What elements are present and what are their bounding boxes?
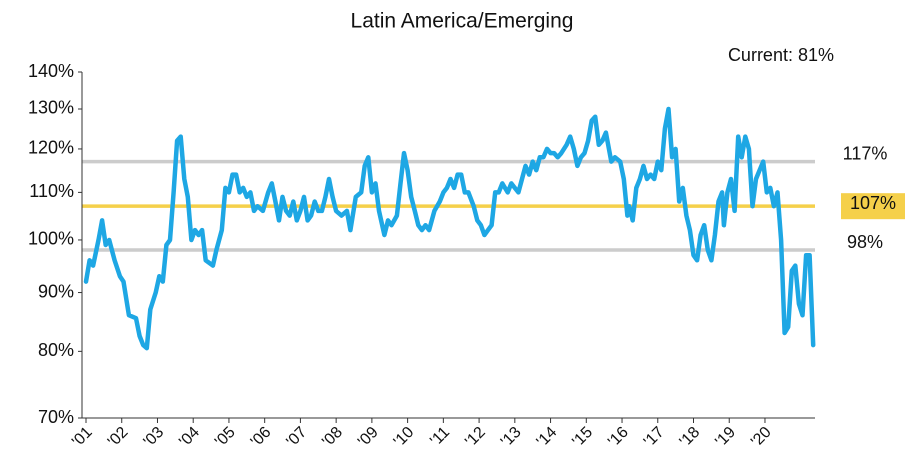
y-tick-label: 90% xyxy=(38,281,74,301)
x-tick-label: '04 xyxy=(176,424,203,451)
x-tick-label: '17 xyxy=(641,424,668,451)
y-tick-label: 80% xyxy=(38,340,74,360)
y-tick-label: 110% xyxy=(29,181,74,201)
label-highlight xyxy=(841,193,905,220)
x-tick-label: '14 xyxy=(534,424,561,451)
x-tick-label: '11 xyxy=(427,424,453,450)
y-tick-label: 100% xyxy=(28,229,74,249)
x-tick-label: '10 xyxy=(391,424,418,451)
x-tick-label: '09 xyxy=(355,424,382,451)
chart-title: Latin America/Emerging xyxy=(351,10,574,33)
x-tick-label: '15 xyxy=(569,424,596,451)
data-line xyxy=(83,106,816,351)
x-tick-label: '19 xyxy=(712,424,739,451)
x-tick-label: '16 xyxy=(605,424,632,451)
x-tick-label: '20 xyxy=(748,424,775,451)
x-tick-label: '05 xyxy=(212,424,239,451)
x-tick-label: '02 xyxy=(105,424,132,451)
x-tick-label: '13 xyxy=(498,424,525,451)
y-tick-label: 130% xyxy=(28,98,74,118)
x-tick-label: '03 xyxy=(141,424,168,451)
reference-label: 107% xyxy=(850,193,896,213)
x-tick-label: '07 xyxy=(283,424,310,451)
annotation: Current: 81% xyxy=(728,45,834,65)
x-tick-label: '06 xyxy=(248,424,275,451)
x-tick-label: '01 xyxy=(69,424,96,451)
x-tick-label: '08 xyxy=(319,424,346,451)
x-tick-label: '12 xyxy=(462,424,489,451)
y-tick-label: 140% xyxy=(28,61,74,81)
y-tick-label: 120% xyxy=(28,138,74,158)
reference-label: 98% xyxy=(847,232,883,252)
y-tick-label: 70% xyxy=(38,407,74,427)
reference-label: 117% xyxy=(843,143,888,163)
x-tick-label: '18 xyxy=(677,424,704,451)
